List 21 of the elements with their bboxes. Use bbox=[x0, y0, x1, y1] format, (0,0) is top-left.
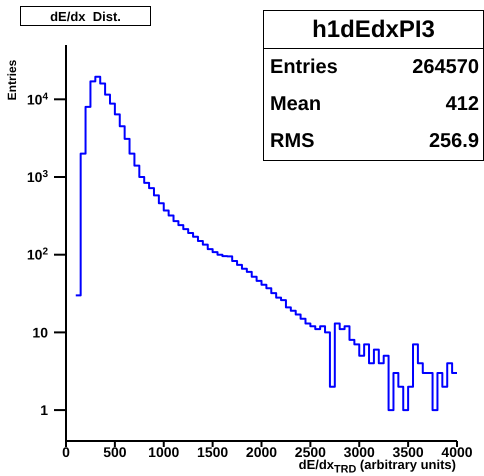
x-tick-label: 2000 bbox=[246, 444, 278, 460]
y-tick-label: 1 bbox=[40, 402, 48, 418]
x-tick-label: 1000 bbox=[148, 444, 180, 460]
y-tick-label: 10$^{4}$ bbox=[26, 90, 48, 108]
x-axis-title: dE/dx$_{TRD}$ (arbitrary units) bbox=[298, 457, 456, 476]
y-tick-label: 10 bbox=[32, 324, 48, 340]
y-tick-label: 10$^{2}$ bbox=[26, 246, 48, 263]
text: RMS 256.9 bbox=[270, 130, 479, 152]
y-tick-label: 10$^{3}$ bbox=[26, 168, 48, 185]
chart-title: dE/dx Dist. bbox=[20, 6, 151, 26]
x-tick-label: 500 bbox=[103, 444, 127, 460]
x-tick-label: 0 bbox=[62, 444, 70, 460]
x-tick-label: 3000 bbox=[344, 444, 376, 460]
y-axis-title: Entries bbox=[5, 60, 19, 100]
x-tick-label: 2500 bbox=[294, 444, 326, 460]
text: h1dEdxPI3 bbox=[264, 11, 483, 49]
text: Entries 264570 bbox=[270, 56, 479, 78]
x-tick-label: 1500 bbox=[197, 444, 228, 460]
x-tick-label: 4000 bbox=[441, 444, 473, 460]
text: Mean 412 bbox=[270, 93, 479, 115]
x-tick-label: 3500 bbox=[392, 444, 424, 460]
